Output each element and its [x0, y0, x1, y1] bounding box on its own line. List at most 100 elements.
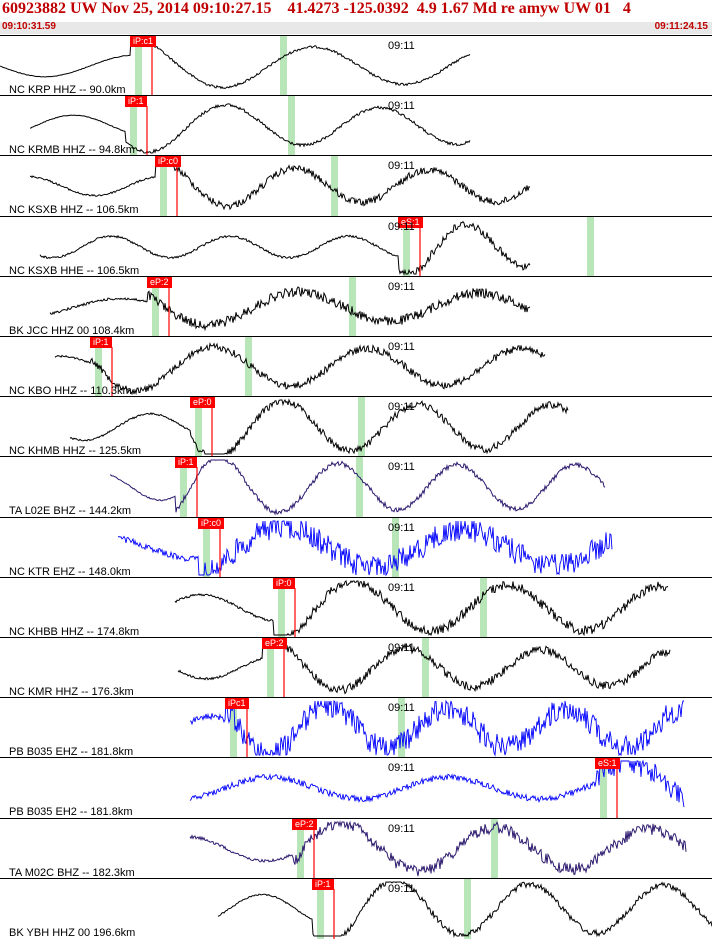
waveform-canvas — [109, 457, 606, 517]
waveform-canvas — [117, 518, 613, 578]
waveform-canvas — [29, 156, 531, 216]
station-label: TA M02C BHZ -- 182.3km — [9, 867, 135, 879]
time-window-marker — [398, 698, 405, 758]
waveform-canvas — [217, 879, 712, 939]
seismogram-panels: iP:c1 09:11 NC KRP HHZ -- 90.0km iP:1 09:11 N… — [0, 35, 712, 939]
waveform-canvas — [29, 96, 471, 156]
minute-tick-label: 09:11 — [388, 642, 415, 654]
seismic-trace — [29, 103, 471, 154]
station-label: NC KMR HHZ -- 176.3km — [9, 686, 134, 698]
trace-panel[interactable]: iP:c0 09:11 NC KTR EHZ -- 148.0km — [0, 517, 712, 578]
pick-flag[interactable]: eS:1 — [595, 758, 620, 769]
time-range-bar: 09:10:31.59 09:11:24.15 — [0, 21, 712, 34]
minute-tick-label: 09:11 — [388, 221, 415, 233]
seismic-trace — [117, 520, 613, 577]
time-window-marker — [331, 156, 338, 216]
time-window-marker — [600, 758, 607, 818]
pick-flag[interactable]: eS:1 — [398, 217, 423, 228]
station-label: BK JCC HHZ 00 108.4km — [9, 325, 135, 337]
minute-tick-label: 09:11 — [388, 702, 415, 714]
seismic-trace — [189, 699, 684, 757]
minute-tick-label: 09:11 — [388, 341, 415, 353]
seismic-trace — [49, 286, 531, 332]
trace-panel[interactable]: eP:2 09:11 TA M02C BHZ -- 182.3km — [0, 818, 712, 879]
event-title: 60923882 UW Nov 25, 2014 09:10:27.15 41.… — [2, 0, 631, 17]
time-window-marker — [464, 879, 471, 939]
pick-flag[interactable]: iP:1 — [312, 879, 334, 890]
trace-panel[interactable]: eP:0 09:11 NC KHMB HHZ -- 125.5km — [0, 396, 712, 457]
time-window-marker — [130, 96, 137, 156]
minute-tick-label: 09:11 — [388, 160, 415, 172]
station-label: NC KBO HHZ -- 110.3km — [9, 385, 132, 397]
seismic-trace — [174, 580, 669, 637]
seismic-trace — [29, 157, 531, 211]
trace-panel[interactable]: eP:2 09:11 NC KMR HHZ -- 176.3km — [0, 637, 712, 698]
pick-flag[interactable]: eP:2 — [292, 819, 317, 830]
time-window-marker — [152, 277, 159, 337]
station-label: NC KHBB HHZ -- 174.8km — [9, 626, 140, 638]
trace-panel[interactable]: iP:1 09:11 NC KRMB HHZ -- 94.8km — [0, 95, 712, 156]
minute-tick-label: 09:11 — [388, 461, 415, 473]
station-label: BK YBH HHZ 00 196.6km — [9, 927, 136, 939]
waveform-canvas — [49, 277, 531, 337]
pick-flag[interactable]: iP:1 — [125, 96, 147, 107]
station-label: NC KSXB HHE -- 106.5km — [9, 265, 140, 277]
waveform-canvas — [189, 819, 687, 879]
pick-flag[interactable]: eP:0 — [190, 397, 215, 408]
time-window-marker — [278, 578, 285, 638]
waveform-canvas — [54, 337, 546, 397]
trace-panel[interactable]: eS:1 09:11 PB B035 EH2 -- 181.8km — [0, 757, 712, 818]
pick-flag[interactable]: iP:c0 — [198, 518, 225, 529]
seismic-trace — [217, 881, 712, 938]
time-window-marker — [587, 217, 594, 277]
seismic-trace — [189, 820, 687, 877]
station-label: NC KRP HHZ -- 90.0km — [9, 84, 126, 96]
time-window-marker — [297, 819, 304, 879]
time-window-marker — [422, 638, 429, 698]
time-window-marker — [317, 879, 324, 939]
trace-panel[interactable]: iP:1 09:11 TA L02E BHZ -- 144.2km — [0, 456, 712, 517]
station-label: NC KSXB HHZ -- 106.5km — [9, 204, 139, 216]
trace-panel[interactable]: iP:c0 09:11 NC KSXB HHZ -- 106.5km — [0, 155, 712, 216]
pick-flag[interactable]: eP:2 — [147, 277, 172, 288]
trace-panel[interactable]: eP:2 09:11 BK JCC HHZ 00 108.4km — [0, 276, 712, 337]
time-window-marker — [203, 518, 210, 578]
time-window-marker — [280, 36, 287, 96]
time-window-marker — [356, 457, 363, 517]
minute-tick-label: 09:11 — [388, 281, 415, 293]
trace-panel[interactable]: iP:c1 09:11 NC KRP HHZ -- 90.0km — [0, 35, 712, 96]
station-label: PB B035 EHZ -- 181.8km — [9, 746, 134, 758]
seismic-trace — [0, 38, 471, 90]
time-window-marker — [267, 638, 274, 698]
header: 60923882 UW Nov 25, 2014 09:10:27.15 41.… — [0, 0, 712, 34]
end-time: 09:11:24.15 — [654, 21, 708, 32]
time-window-marker — [195, 397, 202, 457]
minute-tick-label: 09:11 — [388, 823, 415, 835]
pick-flag[interactable]: iP:1 — [90, 337, 112, 348]
seismic-trace — [109, 458, 606, 516]
waveform-canvas — [39, 217, 594, 277]
trace-panel[interactable]: iP:1 09:11 NC KBO HHZ -- 110.3km — [0, 336, 712, 397]
pick-flag[interactable]: iP:c0 — [155, 156, 182, 167]
seismic-trace — [69, 398, 569, 455]
pick-flag[interactable]: iP:1 — [175, 457, 197, 468]
pick-flag[interactable]: eP:2 — [262, 638, 287, 649]
trace-panel[interactable]: eS:1 09:11 NC KSXB HHE -- 106.5km — [0, 216, 712, 277]
time-window-marker — [180, 457, 187, 517]
time-window-marker — [160, 156, 167, 216]
station-label: NC KHMB HHZ -- 125.5km — [9, 445, 142, 457]
start-time: 09:10:31.59 — [2, 21, 56, 32]
waveform-canvas — [189, 698, 684, 758]
trace-panel[interactable]: iP:0 09:11 NC KHBB HHZ -- 174.8km — [0, 577, 712, 638]
station-label: PB B035 EH2 -- 181.8km — [9, 806, 133, 818]
trace-panel[interactable]: iPc1 09:11 PB B035 EHZ -- 181.8km — [0, 697, 712, 758]
waveform-canvas — [177, 638, 671, 698]
pick-flag[interactable]: iP:c1 — [130, 36, 157, 47]
trace-panel[interactable]: iP:1 09:11 BK YBH HHZ 00 196.6km — [0, 878, 712, 939]
pick-flag[interactable]: iP:0 — [273, 578, 295, 589]
minute-tick-label: 09:11 — [388, 762, 415, 774]
pick-flag[interactable]: iPc1 — [225, 698, 249, 709]
minute-tick-label: 09:11 — [388, 883, 415, 895]
seismic-trace — [54, 341, 546, 396]
seismic-trace — [39, 220, 531, 276]
